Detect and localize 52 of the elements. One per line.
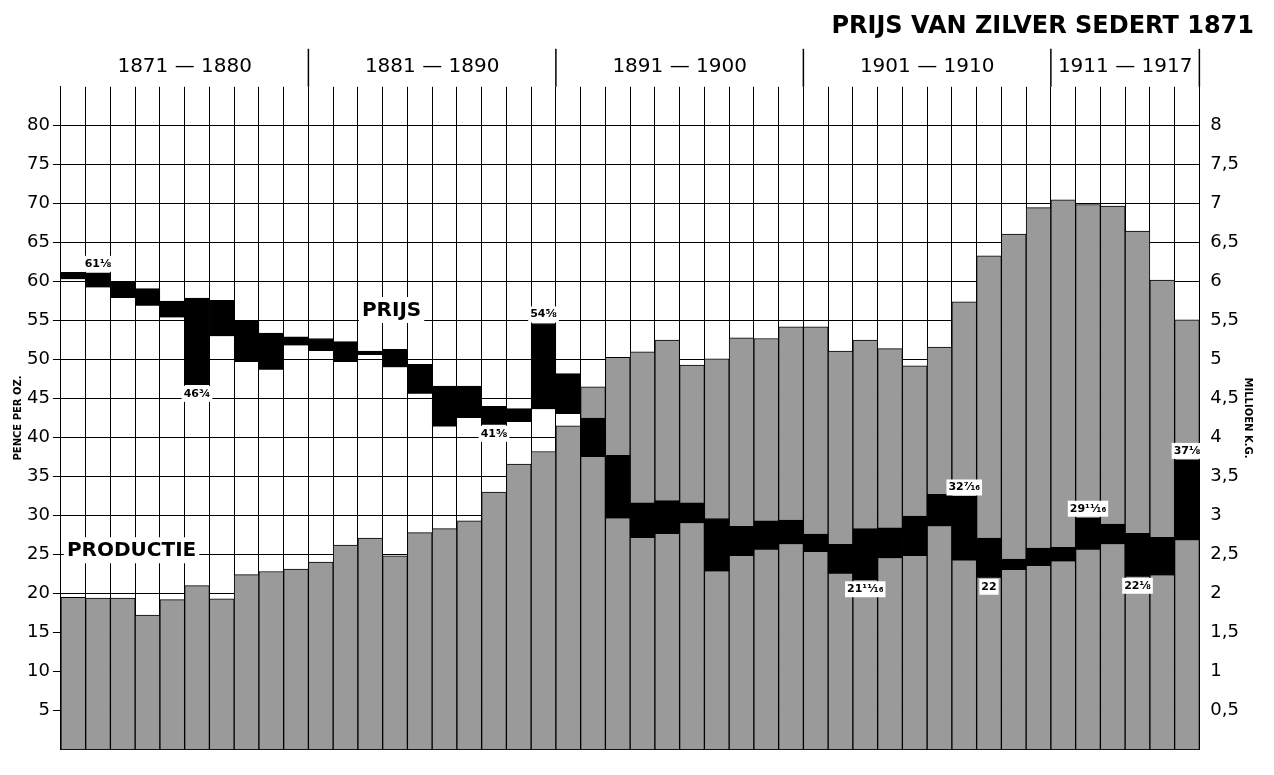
y2-tick-label: 1 bbox=[1210, 658, 1222, 680]
annotation: 41⅝ bbox=[480, 426, 508, 440]
y2-tick-label: 7 bbox=[1210, 191, 1222, 213]
y2-tick-label: 5 bbox=[1210, 347, 1222, 369]
annotation: 22⅛ bbox=[1124, 578, 1151, 592]
text: 1911 — 1917 bbox=[1057, 53, 1193, 77]
y2-tick-label: 3,5 bbox=[1210, 464, 1240, 486]
y2-tick-label: 0,5 bbox=[1210, 697, 1240, 719]
y2-tick-label: 5,5 bbox=[1210, 308, 1240, 330]
annotation: 21¹¹⁄₁₆ bbox=[847, 582, 884, 596]
annotation: 29¹¹⁄₁₆ bbox=[1069, 501, 1107, 515]
series-label: PRIJS bbox=[361, 297, 422, 322]
y2-tick-label: 6 bbox=[1210, 269, 1222, 291]
y2-tick-label: 3 bbox=[1210, 503, 1222, 525]
annotation: 61⅛ bbox=[84, 256, 112, 270]
y-axis-title: PENCE PER OZ. bbox=[11, 375, 23, 461]
text: 1891 — 1900 bbox=[612, 53, 747, 77]
y-tick-label: 40 bbox=[27, 425, 50, 447]
y-tick-label: 45 bbox=[27, 386, 50, 408]
y-tick-label: 20 bbox=[27, 581, 50, 603]
y-tick-label: 15 bbox=[27, 619, 50, 641]
y2-tick-label: 8 bbox=[1210, 113, 1222, 135]
annotation: 22 bbox=[981, 579, 997, 593]
y2-tick-label: 2 bbox=[1210, 581, 1222, 603]
y2-axis-title: MILLIOEN K.G. bbox=[1243, 377, 1255, 459]
y2-tick-label: 4 bbox=[1210, 425, 1222, 447]
annotation: 46¾ bbox=[183, 386, 211, 400]
series-label: PRODUCTIE bbox=[66, 537, 197, 562]
chart-title: PRIJS VAN ZILVER SEDERT 1871 bbox=[831, 10, 1254, 39]
text: 1871 — 1880 bbox=[117, 53, 252, 77]
y2-tick-label: 6,5 bbox=[1210, 230, 1240, 252]
y2-tick-label: 4,5 bbox=[1210, 386, 1240, 408]
y-tick-label: 30 bbox=[27, 503, 50, 525]
y-tick-label: 80 bbox=[27, 113, 50, 135]
y-tick-label: 55 bbox=[27, 308, 50, 330]
y-tick-label: 50 bbox=[27, 347, 50, 369]
y2-tick-label: 7,5 bbox=[1210, 152, 1240, 174]
text: 1881 — 1890 bbox=[364, 53, 500, 77]
annotation: 54⅝ bbox=[530, 307, 557, 321]
y2-tick-label: 2,5 bbox=[1210, 542, 1240, 564]
y2-tick-label: 1,5 bbox=[1210, 619, 1240, 641]
y-tick-label: 35 bbox=[27, 464, 50, 486]
annotation: 37⅛ bbox=[1173, 443, 1201, 457]
text: 1901 — 1910 bbox=[859, 53, 995, 77]
y-tick-label: 70 bbox=[27, 191, 50, 213]
y-tick-label: 25 bbox=[27, 542, 50, 564]
annotation: 32⁷⁄₁₆ bbox=[948, 480, 981, 494]
y-tick-label: 75 bbox=[27, 152, 50, 174]
y-tick-label: 5 bbox=[38, 697, 50, 719]
y-tick-label: 10 bbox=[27, 658, 50, 680]
y-tick-label: 60 bbox=[27, 269, 50, 291]
y-tick-label: 65 bbox=[27, 230, 50, 252]
